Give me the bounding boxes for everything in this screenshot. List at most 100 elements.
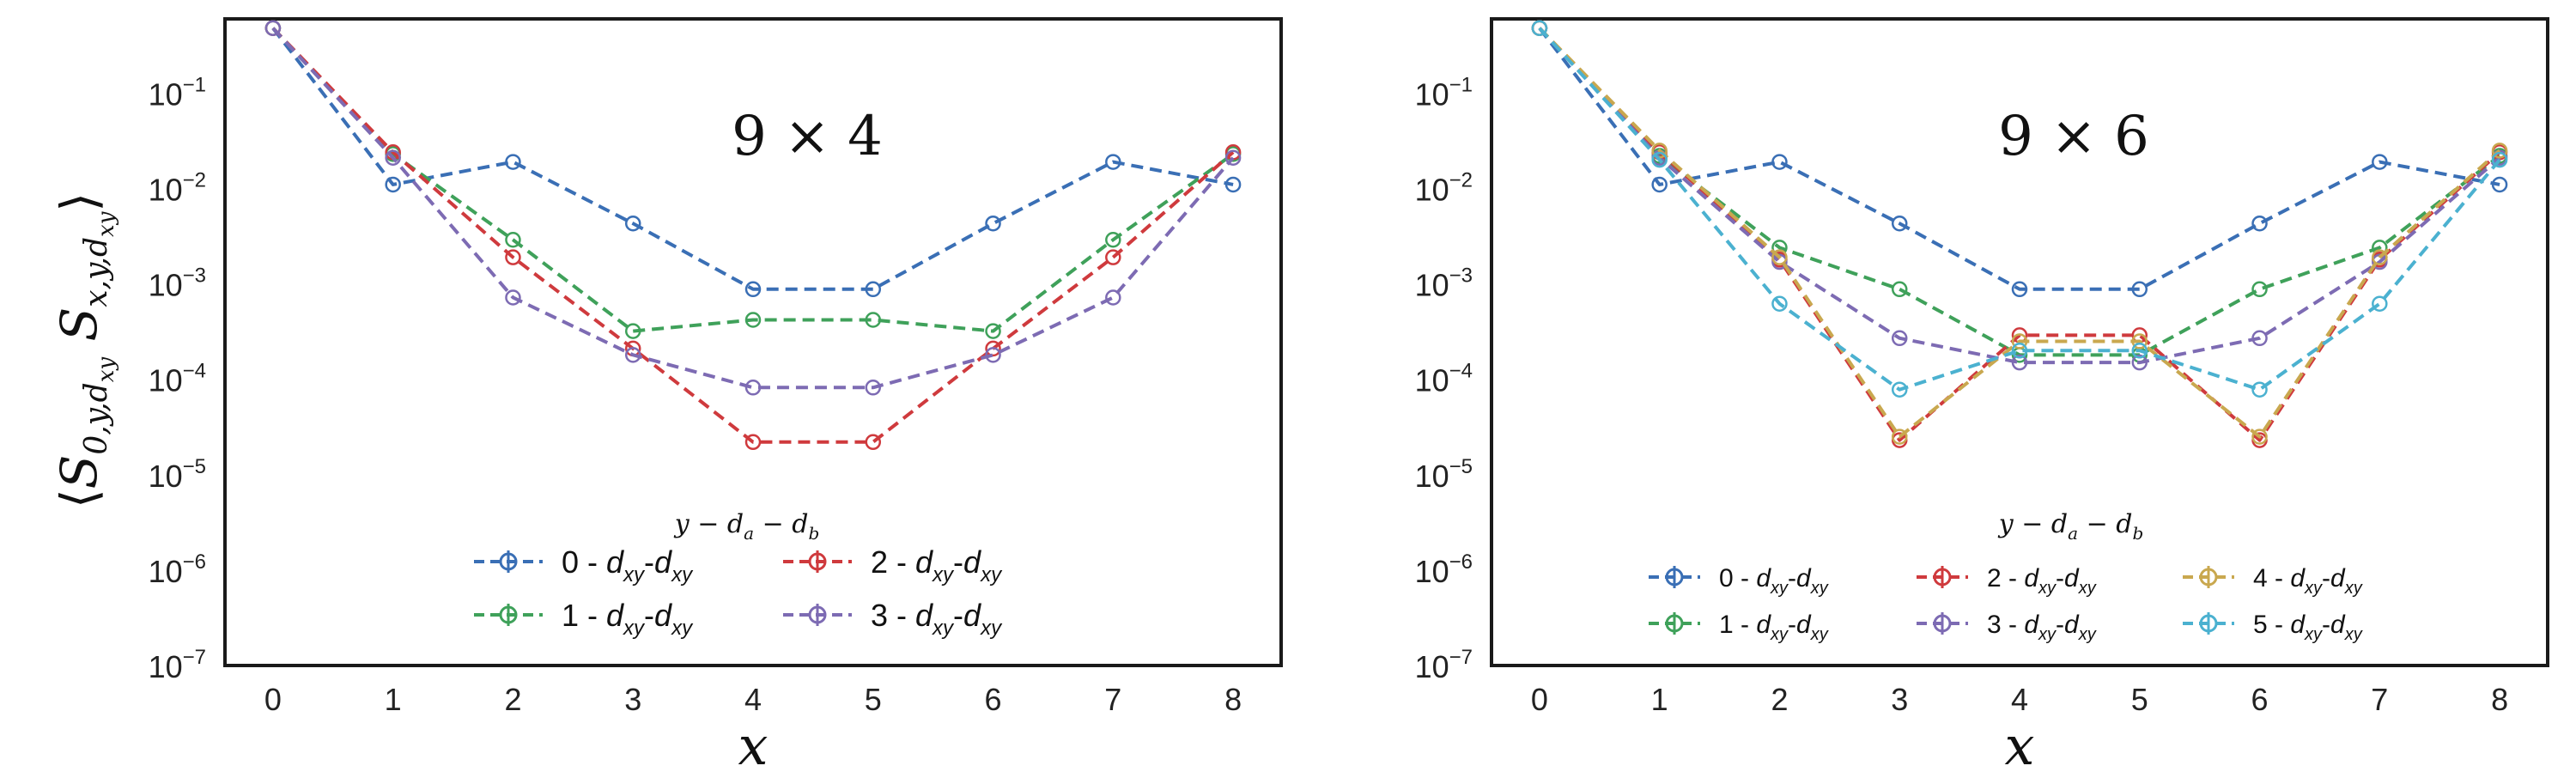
legend-item: 2 - dxy-dxy [1917, 564, 2097, 598]
legend-item: 2 - dxy-dxy [783, 544, 1003, 586]
y-tick-label: 10−5 [149, 455, 206, 494]
legend-item: 0 - dxy-dxy [1649, 564, 1829, 598]
y-tick-label: 10−2 [1415, 169, 1473, 208]
legend-marker [808, 552, 827, 571]
legend-marker [1933, 568, 1952, 586]
legend-marker [499, 552, 518, 571]
data-point [2251, 281, 2268, 298]
data-point [1105, 232, 1121, 248]
data-point [985, 347, 1001, 363]
data-point [1771, 295, 1788, 312]
data-point [2251, 381, 2268, 398]
data-point [1651, 176, 1668, 193]
legend-marker [2199, 568, 2218, 586]
chart-panel-9x6: 0 1 2 3 4 5 6 7 8 10−1 10−2 10−3 10−4 10−5 10−6 10−7 x 9 … [1415, 17, 2549, 777]
x-tick-label: 1 [385, 682, 402, 717]
data-point [385, 149, 401, 166]
data-point [1224, 176, 1242, 193]
data-point [1651, 151, 1668, 168]
data-point [2491, 176, 2508, 193]
legend-title: y − da − db [673, 509, 820, 544]
series-line [1538, 27, 2501, 392]
x-tick-label: 4 [2011, 682, 2028, 717]
legend-marker [1933, 614, 1952, 633]
legend-item: 4 - dxy-dxy [2183, 564, 2363, 598]
data-point [1891, 381, 1908, 398]
data-point [624, 323, 641, 339]
legend-marker [2199, 614, 2218, 633]
series-line [271, 27, 1235, 333]
data-point [744, 380, 762, 396]
series-line [271, 27, 1235, 444]
x-tick-label: 8 [2491, 682, 2508, 717]
data-point [624, 216, 641, 232]
x-tick-label: 6 [985, 682, 1002, 717]
legend-label: 1 - dxy-dxy [562, 598, 694, 640]
x-tick-label: 1 [1651, 682, 1668, 717]
series-line [1538, 27, 2501, 439]
data-point [865, 281, 882, 298]
legend-item: 1 - dxy-dxy [1649, 611, 1829, 644]
data-point [985, 216, 1001, 232]
legend-marker [1665, 568, 1684, 586]
x-tick-label: 8 [1224, 682, 1242, 717]
legend-label: 0 - dxy-dxy [1719, 564, 1829, 598]
data-point [2372, 154, 2388, 170]
y-tick-label: 10−6 [1415, 550, 1473, 589]
series-line [1538, 27, 2500, 291]
legend-item: 1 - dxy-dxy [474, 598, 694, 640]
legend-label: 3 - dxy-dxy [871, 598, 1003, 640]
chart-title: 9 × 6 [1998, 105, 2149, 168]
legend-item: 5 - dxy-dxy [2183, 611, 2363, 644]
legend-label: 2 - dxy-dxy [871, 544, 1003, 586]
data-point [1105, 249, 1121, 265]
chart-title: 9 × 4 [732, 105, 883, 168]
data-point [1224, 149, 1242, 166]
data-point [865, 434, 882, 451]
legend-label: 4 - dxy-dxy [2253, 564, 2363, 598]
x-tick-label: 5 [865, 682, 882, 717]
y-tick-label: 10−7 [149, 646, 206, 684]
series-line [271, 27, 1234, 291]
data-point [985, 340, 1001, 357]
data-point [865, 312, 882, 328]
plot-frame [223, 17, 1283, 667]
legend-item: 0 - dxy-dxy [474, 544, 694, 586]
legend-label: 3 - dxy-dxy [1987, 611, 2097, 644]
data-point [985, 323, 1001, 339]
x-tick-label: 0 [264, 682, 282, 717]
legend-item: 3 - dxy-dxy [783, 598, 1003, 640]
y-axis-label-text: ⟨S0,y,dxy Sx,y,dxy⟩ [50, 192, 119, 508]
data-point [1891, 330, 1908, 347]
y-tick-label: 10−2 [149, 169, 206, 208]
series-line [1538, 27, 2501, 365]
x-tick-label: 7 [2371, 682, 2388, 717]
data-point [1771, 154, 1788, 170]
y-axis-ticks: 10−1 10−2 10−3 10−4 10−5 10−6 10−7 [1415, 73, 1473, 684]
data-point [505, 154, 521, 170]
data-point [2491, 143, 2508, 159]
legend-title: y − da − db [1997, 509, 2144, 544]
x-tick-label: 6 [2251, 682, 2269, 717]
data-point [505, 232, 521, 248]
chart-panel-9x4: 0 1 2 3 4 5 6 7 8 10−1 10−2 10−3 10−4 10−5 10−6 10−7 x 9 … [149, 17, 1283, 777]
legend: y − da − db 0 - dxy-dxy 1 - dxy-dxy 2 - dxy… [1649, 509, 2363, 644]
legend-marker [1665, 614, 1684, 633]
data-point [264, 20, 282, 37]
y-tick-label: 10−3 [149, 264, 206, 303]
data-point [1531, 20, 1548, 37]
data-point [2491, 151, 2508, 168]
data-point [1105, 154, 1121, 170]
data-point [744, 312, 762, 328]
data-point [2372, 295, 2388, 312]
y-tick-label: 10−4 [1415, 360, 1473, 398]
data-point [2131, 354, 2148, 371]
data-point [1771, 249, 1788, 265]
data-point [2131, 281, 2148, 298]
series-group [1531, 20, 2508, 448]
x-axis-ticks: 0 1 2 3 4 5 6 7 8 [264, 682, 1242, 717]
data-point [1891, 216, 1908, 232]
x-axis-label: x [738, 714, 769, 777]
data-point [1891, 281, 1908, 298]
